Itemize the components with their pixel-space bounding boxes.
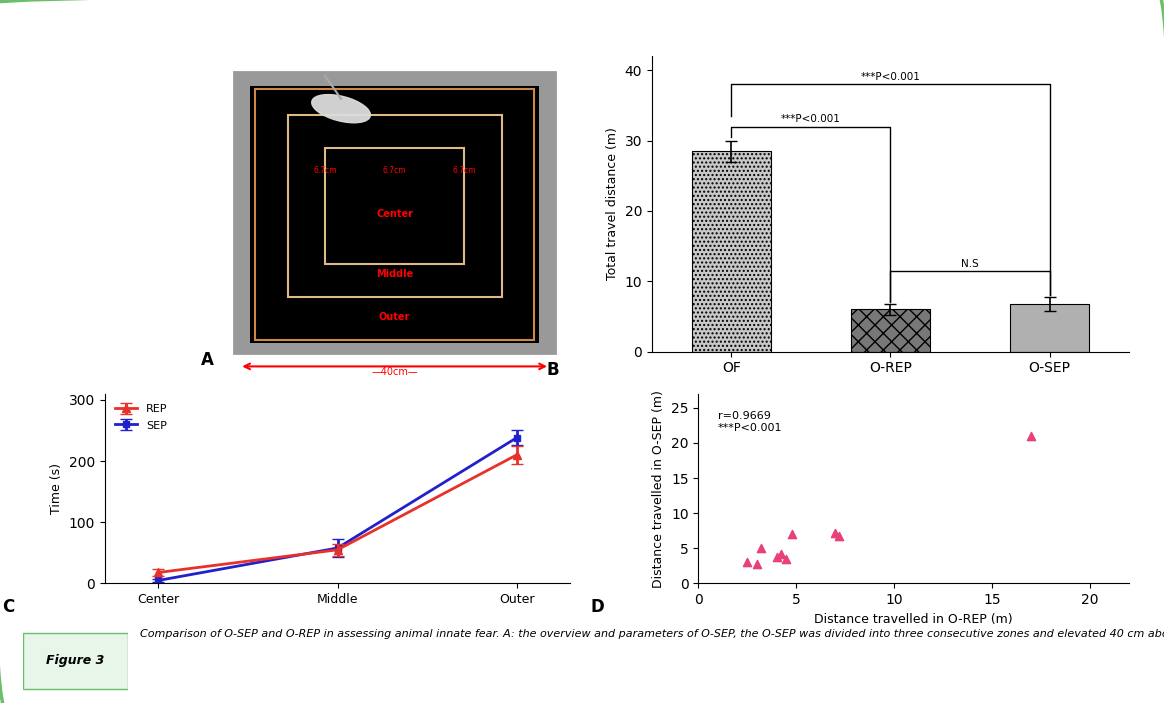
Text: N.S: N.S [961, 259, 979, 269]
Text: ***P<0.001: ***P<0.001 [781, 115, 840, 124]
Bar [255, 89, 534, 340]
Text: Center: Center [376, 209, 413, 219]
Text: A: A [200, 351, 214, 369]
Point [767, 551, 786, 562]
Text: C: C [2, 598, 15, 616]
Legend: REP, SEP: REP, SEP [111, 399, 172, 435]
Text: ***P<0.001: ***P<0.001 [860, 72, 921, 82]
Y-axis label: Distance travelled in O-SEP (m): Distance travelled in O-SEP (m) [653, 389, 666, 588]
Text: Comparison of O-SEP and O-REP in assessing animal innate fear. A: the overview a: Comparison of O-SEP and O-REP in assessi… [140, 629, 1164, 639]
Bar [851, 309, 930, 352]
Text: D: D [590, 598, 604, 616]
Bar [691, 151, 771, 352]
Bar [250, 86, 539, 343]
X-axis label: Distance travelled in O-REP (m): Distance travelled in O-REP (m) [815, 613, 1013, 626]
Point [783, 529, 802, 540]
Ellipse shape [312, 95, 370, 123]
Text: B: B [547, 361, 560, 379]
Point [1022, 430, 1041, 441]
Point [772, 548, 790, 560]
Text: Outer: Outer [379, 312, 410, 322]
Text: Figure 3: Figure 3 [47, 654, 105, 667]
Text: 6.7cm: 6.7cm [453, 166, 476, 175]
Text: —40cm—: —40cm— [371, 367, 418, 377]
Point [830, 530, 849, 541]
Text: 6.7cm: 6.7cm [313, 166, 336, 175]
FancyBboxPatch shape [23, 633, 128, 689]
Text: 6.7cm: 6.7cm [383, 166, 406, 175]
Point [826, 527, 845, 538]
Point [778, 553, 796, 565]
Point [752, 543, 771, 554]
Text: Middle: Middle [376, 269, 413, 279]
Bar [288, 115, 502, 297]
Point [747, 558, 766, 569]
Text: r=0.9669
***P<0.001: r=0.9669 ***P<0.001 [718, 411, 782, 433]
Y-axis label: Time (s): Time (s) [50, 463, 63, 514]
Bar [1009, 304, 1090, 352]
Bar [325, 148, 464, 264]
Point [738, 557, 757, 568]
Y-axis label: Total travel distance (m): Total travel distance (m) [606, 127, 619, 280]
Bar [234, 72, 555, 353]
